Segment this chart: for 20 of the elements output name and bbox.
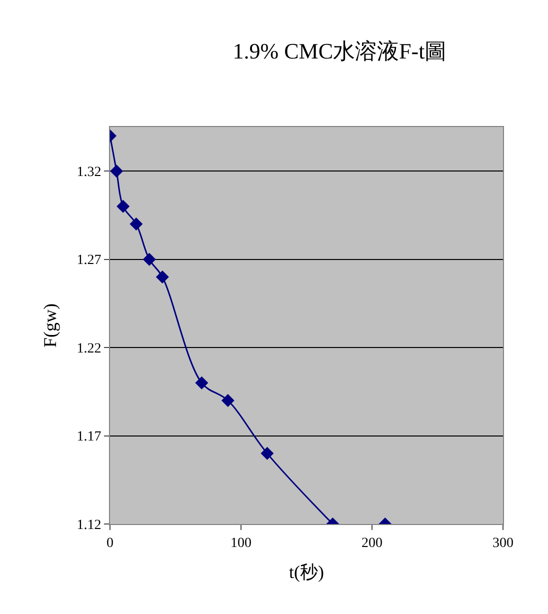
point [110,164,124,178]
x-tick-label: 100 [230,536,252,551]
x-axis-title: t(秒) [289,562,324,582]
point [260,446,274,460]
y-tick-label: 1.32 [76,165,102,180]
x-tick-label: 0 [106,536,114,551]
x-tick-label: 200 [362,536,382,551]
point [156,270,169,284]
y-tick-label: 1.12 [76,518,102,533]
point [130,218,143,231]
y-tick-label: 1.22 [76,341,102,356]
point [116,200,130,213]
chart-title: 1.9% CMC水溶液F-t圖 [232,38,447,64]
point [142,252,156,266]
y-tick-label: 1.27 [76,253,102,268]
point [195,376,208,390]
y-tick-label: 1.17 [76,430,102,445]
y-axis-title: F(gw) [40,303,60,348]
point [221,394,234,407]
x-tick-label: 300 [492,536,514,551]
